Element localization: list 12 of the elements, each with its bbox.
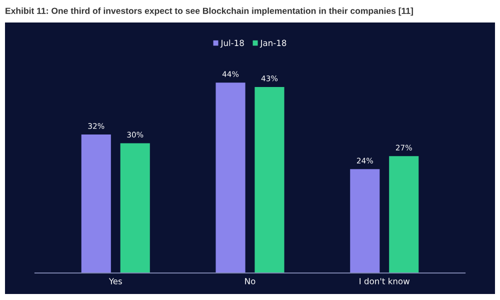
x-tick-label: No xyxy=(245,278,256,284)
bar xyxy=(389,156,419,273)
x-tick-label: Yes xyxy=(108,278,122,284)
bar xyxy=(254,86,284,273)
legend-label: Jan-18 xyxy=(260,40,286,48)
chart-title: Exhibit 11: One third of investors expect to see Blockchain implementation in their companies [11] xyxy=(6,8,413,16)
bar xyxy=(81,134,111,273)
legend-label: Jul-18 xyxy=(220,40,244,48)
bar xyxy=(120,143,150,273)
bar xyxy=(350,169,380,273)
bar xyxy=(216,82,246,273)
x-tick-label: I don't know xyxy=(360,278,410,284)
